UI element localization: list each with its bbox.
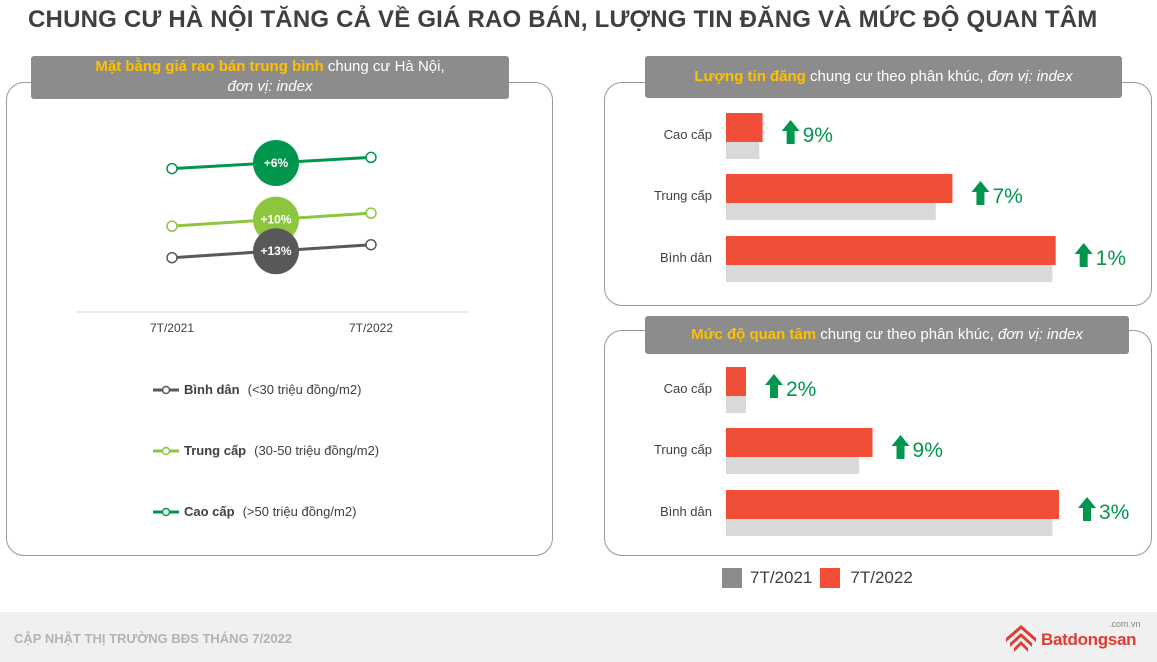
listings-title-unit: đơn vị: index [987, 68, 1073, 85]
legend-swatch-2021 [722, 568, 742, 588]
x-tick-label: 7T/2021 [150, 321, 194, 335]
listings-panel-title: Lượng tin đăng chung cư theo phân khúc, … [645, 56, 1122, 98]
bar-2021 [726, 202, 936, 220]
change-label: +13% [260, 244, 291, 258]
interest-title-rest: chung cư theo phân khúc, [816, 326, 998, 343]
x-tick-label: 7T/2022 [349, 321, 393, 335]
change-label: 1% [1096, 247, 1126, 270]
bar-2021 [726, 141, 760, 159]
category-label: Cao cấp [664, 381, 712, 396]
interest-bar-chart: Cao cấp 2% Trung cấp 9% Bình dân 3% [654, 367, 1129, 536]
bar-2022 [726, 428, 873, 457]
up-arrow-icon [764, 374, 783, 398]
legend-binh-dan: Bình dân (<30 triệu đồng/m2) [152, 382, 361, 397]
legend-line-icon [153, 385, 179, 394]
page-title: CHUNG CƯ HÀ NỘI TĂNG CẢ VỀ GIÁ RAO BÁN, … [28, 6, 1098, 33]
interest-title-unit: đơn vị: index [997, 326, 1083, 343]
change-badge [253, 196, 299, 243]
legend-name: Trung cấp [184, 443, 247, 458]
change-badge [253, 228, 299, 275]
change-label: +10% [260, 213, 291, 227]
legend-range: (<30 triệu đồng/m2) [247, 382, 362, 397]
legend-name: Cao cấp [184, 504, 235, 519]
up-arrow-icon [1078, 497, 1096, 521]
category-label: Trung cấp [654, 442, 712, 457]
legend-label-2021: 7T/2021 [750, 568, 813, 587]
legend-line-icon [153, 446, 179, 455]
interest-title-highlight: Mức độ quan tâm [691, 326, 817, 343]
price-title-highlight: Mặt bằng giá rao bán trung bình [95, 58, 324, 75]
change-label: 7% [992, 185, 1022, 208]
change-label: 2% [786, 378, 816, 401]
price-title-rest: chung cư Hà Nội, [323, 58, 445, 75]
price-title-unit: đơn vị: index [227, 78, 313, 95]
bar-2021 [726, 456, 860, 474]
bar-legend: 7T/2021 7T/2022 [722, 568, 913, 588]
bar-2021 [726, 264, 1053, 282]
change-badge [253, 140, 299, 186]
data-point [166, 220, 178, 232]
change-label: 9% [803, 124, 833, 147]
legend-cao-cap: Cao cấp (>50 triệu đồng/m2) [152, 504, 356, 519]
bar-2022 [726, 367, 746, 396]
legend-swatch-2022 [820, 568, 841, 588]
up-arrow-icon [1074, 243, 1093, 267]
logo-domain: .com.vn [1109, 619, 1141, 629]
data-point [365, 238, 377, 251]
interest-panel-title: Mức độ quan tâm chung cư theo phân khúc,… [645, 316, 1129, 354]
change-label: 3% [1099, 501, 1129, 524]
up-arrow-icon [971, 181, 990, 205]
legend-line-icon [153, 507, 179, 516]
bar-2021 [726, 395, 746, 413]
up-arrow-icon [891, 435, 910, 459]
up-arrow-icon [781, 120, 800, 144]
category-label: Bình dân [660, 504, 712, 519]
logo-name: Batdongsan [1041, 630, 1137, 649]
legend-name: Bình dân [184, 382, 240, 397]
bar-2022 [726, 174, 953, 203]
footer: CẬP NHẬT THỊ TRƯỜNG BĐS THÁNG 7/2022 .co… [0, 612, 1157, 662]
bar-2022 [726, 236, 1056, 265]
data-point [166, 251, 178, 264]
data-point [365, 207, 377, 219]
legend-trung-cap: Trung cấp (30-50 triệu đồng/m2) [152, 443, 379, 458]
category-label: Bình dân [660, 250, 712, 265]
data-point [365, 151, 377, 164]
legend-range: (30-50 triệu đồng/m2) [254, 443, 380, 458]
bar-2021 [726, 518, 1053, 536]
batdongsan-logo: .com.vn Batdongsan [1003, 618, 1143, 658]
house-logo-icon [1006, 625, 1036, 652]
legend-range: (>50 triệu đồng/m2) [242, 504, 357, 519]
legend-label-2022: 7T/2022 [850, 568, 913, 587]
listings-title-highlight: Lượng tin đăng [694, 68, 806, 85]
price-panel-title: Mặt bằng giá rao bán trung bình chung cư… [31, 56, 509, 99]
listings-bar-chart: Cao cấp 9% Trung cấp 7% Bình dân 1% [654, 113, 1126, 282]
bar-2022 [726, 490, 1059, 519]
data-point [166, 162, 178, 175]
change-label: +6% [264, 156, 289, 170]
price-line-chart: 7T/2021 7T/2022 +6% +10% +13% [75, 140, 470, 335]
listings-title-rest: chung cư theo phân khúc, [805, 68, 988, 85]
category-label: Trung cấp [654, 188, 712, 203]
footer-text: CẬP NHẬT THỊ TRƯỜNG BĐS THÁNG 7/2022 [14, 631, 293, 646]
category-label: Cao cấp [664, 127, 712, 142]
change-label: 9% [913, 439, 943, 462]
bar-2022 [726, 113, 763, 142]
